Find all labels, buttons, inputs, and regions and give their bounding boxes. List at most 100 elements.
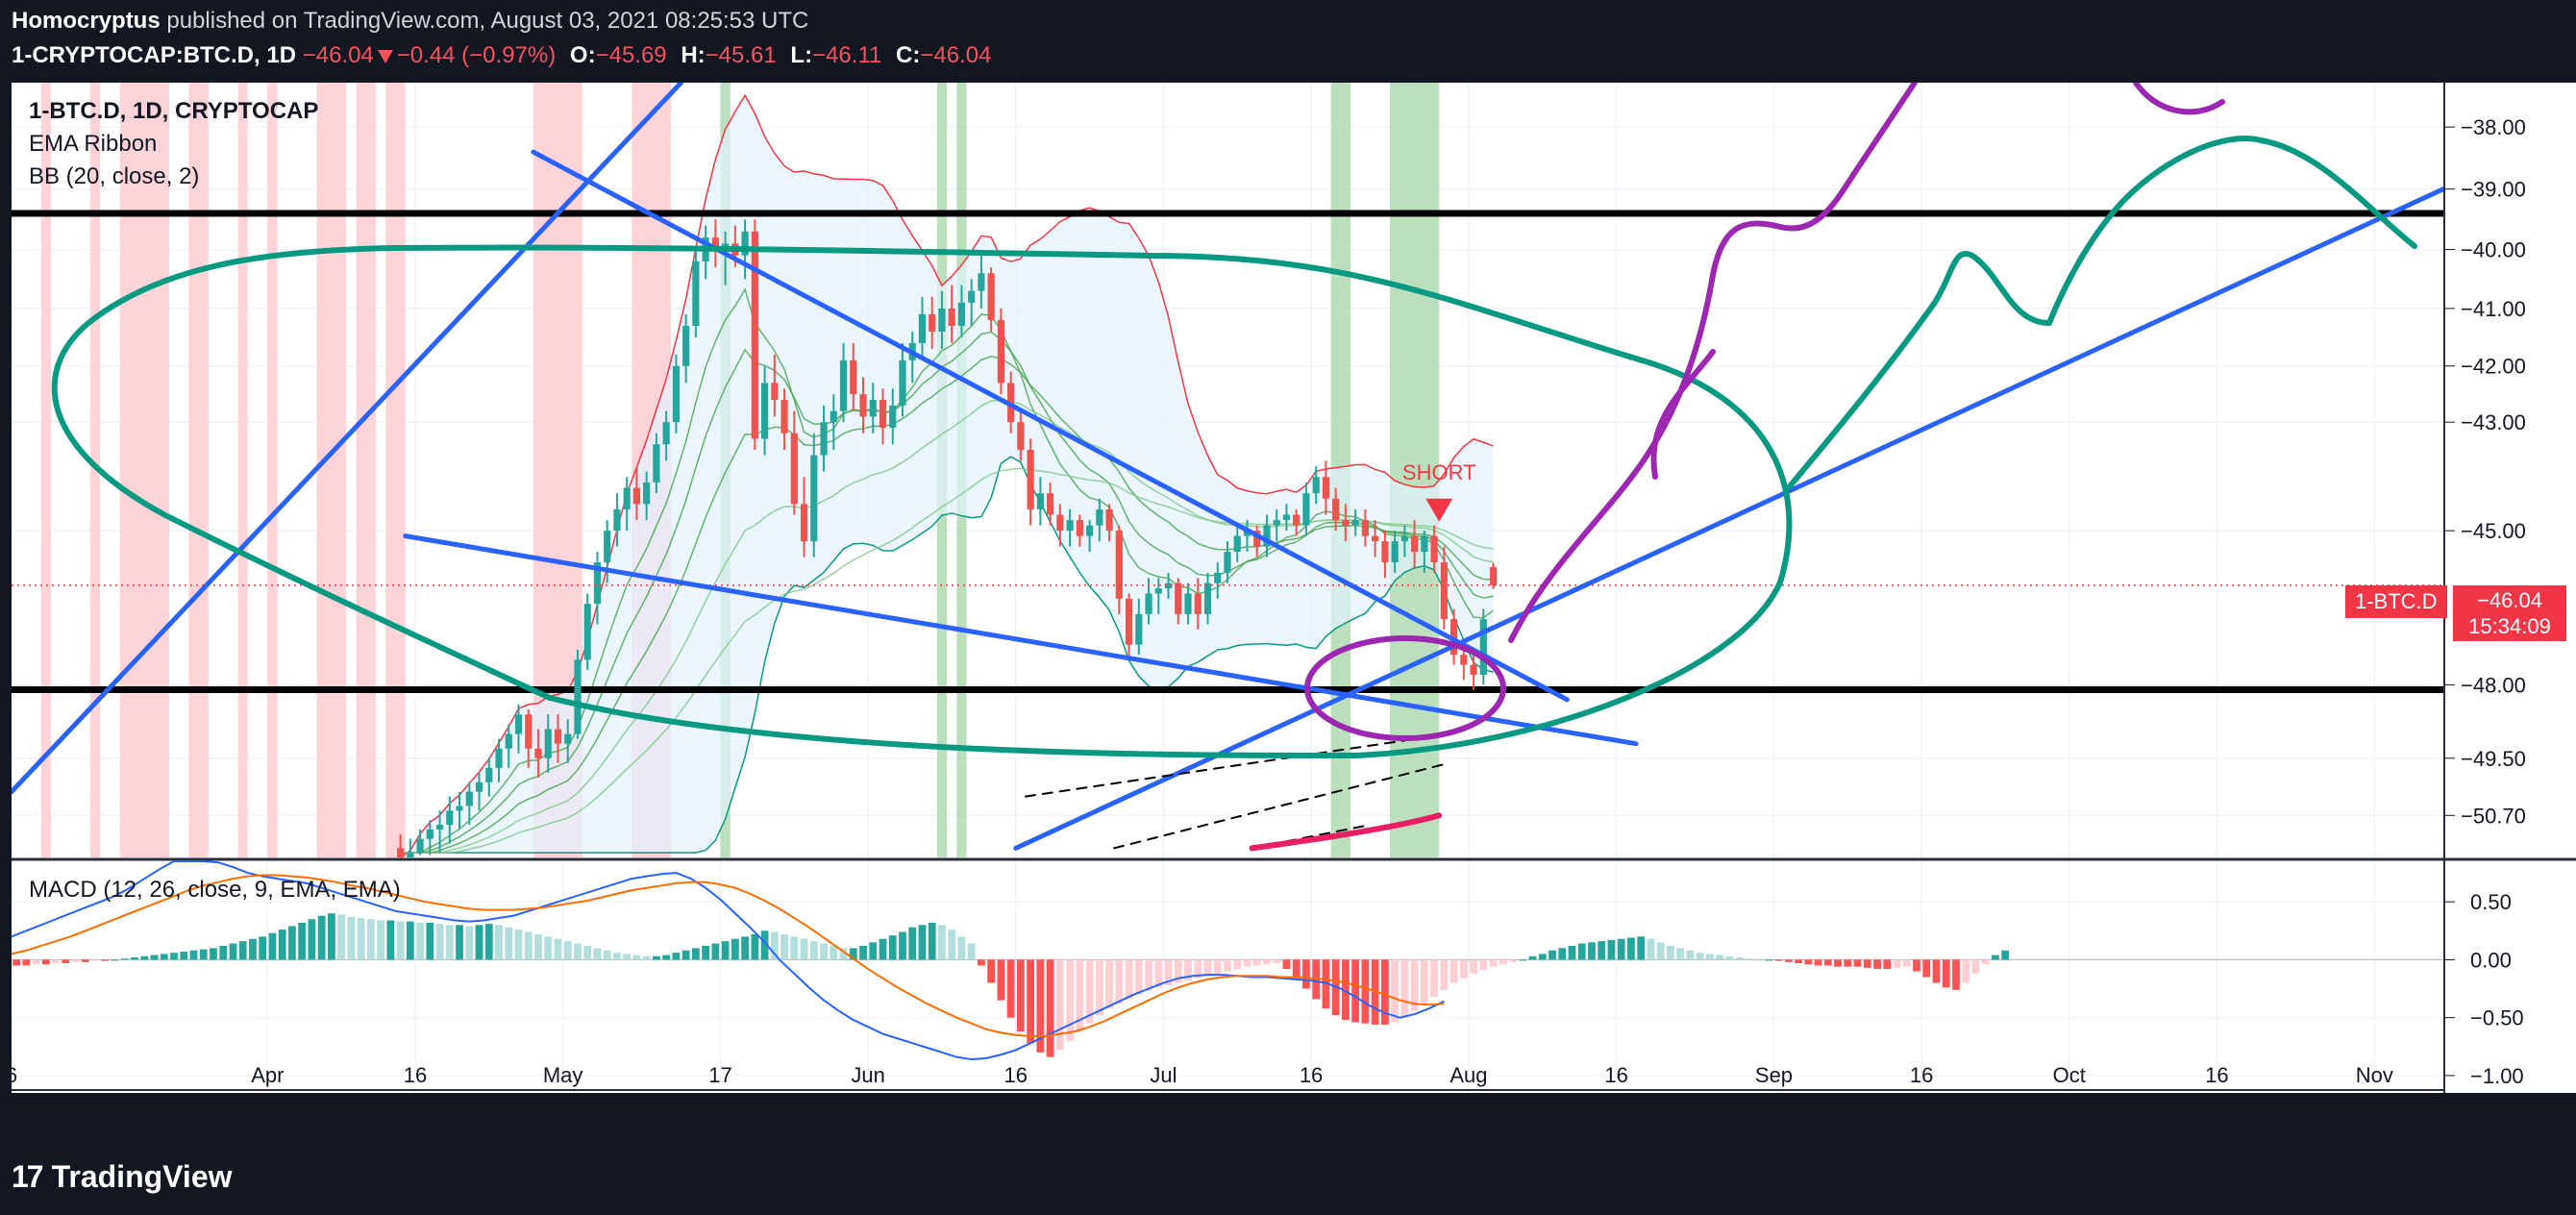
macd-histogram-bar — [978, 959, 985, 966]
candle-body — [780, 399, 788, 434]
macd-histogram-bar — [465, 926, 474, 960]
ema-ribbon-line — [400, 467, 1494, 854]
macd-histogram-bar — [1134, 959, 1143, 995]
macd-histogram-bar — [1174, 959, 1182, 983]
purple-freehand-path — [1508, 83, 1918, 643]
macd-histogram-bar — [1351, 959, 1360, 1023]
macd-histogram-bar — [1607, 939, 1616, 960]
macd-axis-tick-label: −0.50 — [2470, 1006, 2524, 1030]
publisher-name[interactable]: Homocryptus — [12, 8, 161, 34]
macd-histogram-bar — [1667, 945, 1674, 960]
macd-pane — [12, 860, 2443, 1061]
candle-body — [525, 714, 533, 749]
macd-histogram-bar — [1036, 959, 1045, 1053]
publish-header: Homocryptus published on TradingView.com… — [0, 0, 2576, 83]
macd-histogram-bar — [711, 943, 720, 960]
macd-histogram-bar — [484, 924, 493, 960]
red-signal-zone — [40, 83, 51, 857]
macd-histogram-bar — [219, 945, 228, 960]
candle-body — [771, 383, 779, 400]
candle-body — [613, 508, 621, 532]
macd-histogram-bar — [642, 955, 651, 960]
tradingview-wordmark: TradingView — [51, 1159, 233, 1194]
time-axis-tick-label: May — [543, 1063, 583, 1087]
macd-histogram-bar — [288, 926, 296, 960]
macd-histogram-bar — [1784, 959, 1793, 962]
candle-body — [1391, 541, 1399, 562]
macd-histogram-bar — [426, 922, 434, 960]
bollinger-upper — [400, 93, 1494, 858]
candle-body — [1017, 422, 1025, 450]
macd-histogram-bar — [238, 941, 247, 960]
macd-histogram-bar — [1410, 959, 1419, 1011]
macd-histogram-bar — [1873, 959, 1881, 970]
macd-histogram-bar — [1213, 959, 1222, 974]
macd-histogram-bar — [1735, 957, 1744, 960]
legend-symbol[interactable]: 1-BTC.D, 1D, CRYPTOCAP — [29, 98, 319, 124]
chart-area[interactable]: SHORT 6 Apr 16 May 17 Jun 16 Jul 16 Aug 16 Sep 16 Oct 1… — [12, 83, 2443, 1093]
time-axis-tick-label: 16 — [1604, 1063, 1627, 1087]
candle-body — [495, 748, 503, 768]
red-signal-zone — [316, 83, 347, 857]
candle-body — [820, 422, 828, 456]
macd-histogram-bar — [505, 927, 513, 960]
legend-macd[interactable]: MACD (12, 26, close, 9, EMA, EMA) — [29, 877, 401, 903]
macd-histogram-bar — [377, 920, 385, 960]
macd-histogram-bar — [1164, 959, 1173, 985]
macd-histogram-bar — [229, 943, 237, 960]
dashed-line — [1113, 761, 1450, 850]
candle-body — [800, 504, 808, 542]
candle-body — [456, 806, 463, 811]
candle-body — [1322, 477, 1330, 499]
macd-histogram-bar — [1361, 959, 1370, 1024]
candle-body — [889, 405, 897, 428]
macd-histogram-bar — [1006, 959, 1015, 1018]
macd-histogram-bar — [1470, 959, 1477, 974]
macd-histogram-bar — [760, 930, 769, 960]
macd-histogram-bar — [1755, 959, 1764, 961]
macd-histogram-bar — [475, 925, 483, 960]
macd-histogram-bar — [456, 925, 463, 960]
macd-histogram-bar — [1834, 959, 1842, 967]
high-value: −45.61 — [705, 42, 777, 68]
macd-histogram-bar — [199, 949, 208, 960]
candle-body — [948, 308, 955, 327]
ohlc-line: 1-CRYPTOCAP:BTC.D, 1D −46.04 −0.44 (−0.97… — [12, 42, 991, 69]
macd-histogram-bar — [1853, 959, 1862, 967]
macd-histogram-bar — [1430, 959, 1438, 997]
candle-body — [653, 444, 660, 483]
candle-body — [859, 394, 867, 417]
legend-ema-ribbon[interactable]: EMA Ribbon — [29, 131, 158, 157]
candle-body — [929, 313, 936, 333]
candle-body — [593, 561, 602, 605]
macd-histogram-bar — [1765, 959, 1773, 961]
tradingview-logo[interactable]: 17 TradingView — [12, 1159, 233, 1195]
candle-body — [1036, 493, 1044, 509]
time-axis-tick-label: Nov — [2356, 1063, 2393, 1087]
legend-bollinger[interactable]: BB (20, close, 2) — [29, 163, 200, 189]
candle-body — [1047, 493, 1054, 515]
time-axis-tick-label: 16 — [1910, 1063, 1933, 1087]
macd-histogram-bar — [1774, 959, 1783, 961]
candle-body — [435, 825, 444, 830]
candle-body — [426, 829, 433, 839]
chart-canvas[interactable]: SHORT 6 Apr 16 May 17 Jun 16 Jul 16 Aug 16 Sep 16 Oct 1… — [12, 83, 2443, 1093]
time-axis: 6 Apr 16 May 17 Jun 16 Jul 16 Aug 16 Sep 16 Oct 16 Nov — [12, 1063, 2443, 1091]
macd-histogram-bar — [1942, 959, 1950, 988]
candle-body — [1086, 525, 1094, 536]
candle-body — [879, 399, 887, 428]
macd-histogram-bar — [1696, 953, 1704, 960]
candle-body — [1273, 520, 1280, 526]
macd-histogram-bar — [672, 953, 681, 960]
macd-histogram-bar — [81, 959, 89, 962]
candle-body — [760, 383, 769, 439]
macd-histogram-bar — [101, 959, 110, 961]
macd-histogram-bar — [524, 931, 533, 960]
symbol-label: 1-CRYPTOCAP:BTC.D, 1D — [12, 42, 297, 68]
time-axis-tick-label: Jun — [851, 1063, 884, 1087]
macd-histogram-bar — [1391, 959, 1399, 1023]
macd-histogram-bar — [534, 933, 542, 960]
candle-body — [505, 733, 512, 749]
price-countdown: 15:34:09 — [2468, 614, 2551, 638]
macd-histogram-bar — [603, 950, 611, 960]
